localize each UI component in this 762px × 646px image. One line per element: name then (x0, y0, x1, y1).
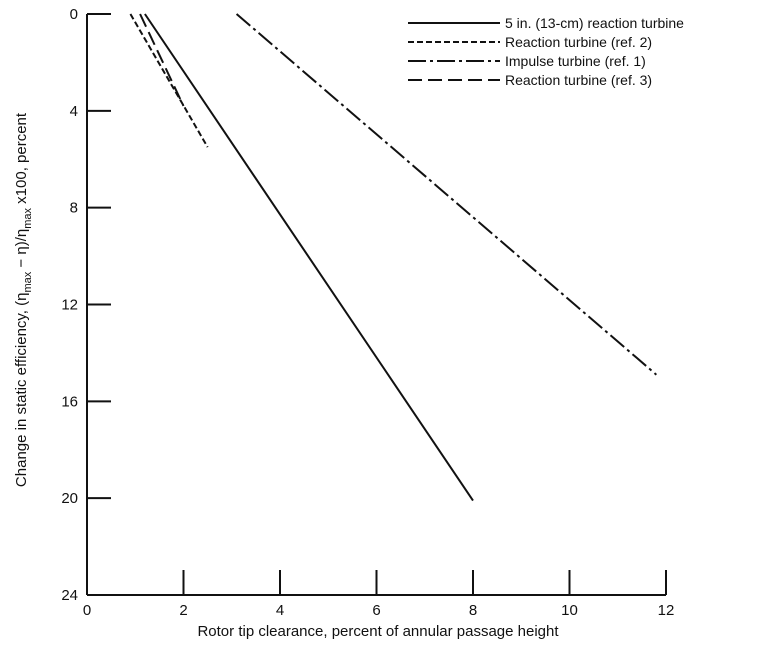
y-tick-label: 8 (70, 200, 78, 217)
y-tick-label: 16 (61, 393, 78, 410)
y-tick-label: 4 (70, 103, 78, 120)
y-tick-label: 20 (61, 490, 78, 507)
y-tick-label: 0 (70, 6, 78, 23)
series-line-3 (235, 13, 658, 376)
legend-label-4: Reaction turbine (ref. 3) (505, 72, 652, 88)
x-axis-title: Rotor tip clearance, percent of annular … (197, 623, 559, 640)
x-tick-label: 0 (83, 602, 91, 619)
y-axis-title: Change in static efficiency, (ηmax − η)/… (13, 112, 34, 487)
y-tick-label: 12 (61, 297, 78, 314)
series-line-1 (144, 13, 474, 502)
legend: 5 in. (13-cm) reaction turbine Reaction t… (408, 15, 684, 88)
series-line-4 (139, 13, 185, 107)
x-tick-label: 10 (561, 602, 578, 619)
legend-label-2: Reaction turbine (ref. 2) (505, 34, 652, 50)
x-tick-label: 8 (469, 602, 477, 619)
x-tick-label: 2 (179, 602, 187, 619)
x-tick-label: 6 (372, 602, 380, 619)
series-line-2 (129, 13, 209, 148)
legend-label-1: 5 in. (13-cm) reaction turbine (505, 15, 684, 31)
x-tick-label: 12 (658, 602, 675, 619)
y-tick-label: 24 (61, 587, 78, 604)
series-layer (129, 13, 658, 502)
x-tick-label: 4 (276, 602, 284, 619)
legend-label-3: Impulse turbine (ref. 1) (505, 53, 646, 69)
